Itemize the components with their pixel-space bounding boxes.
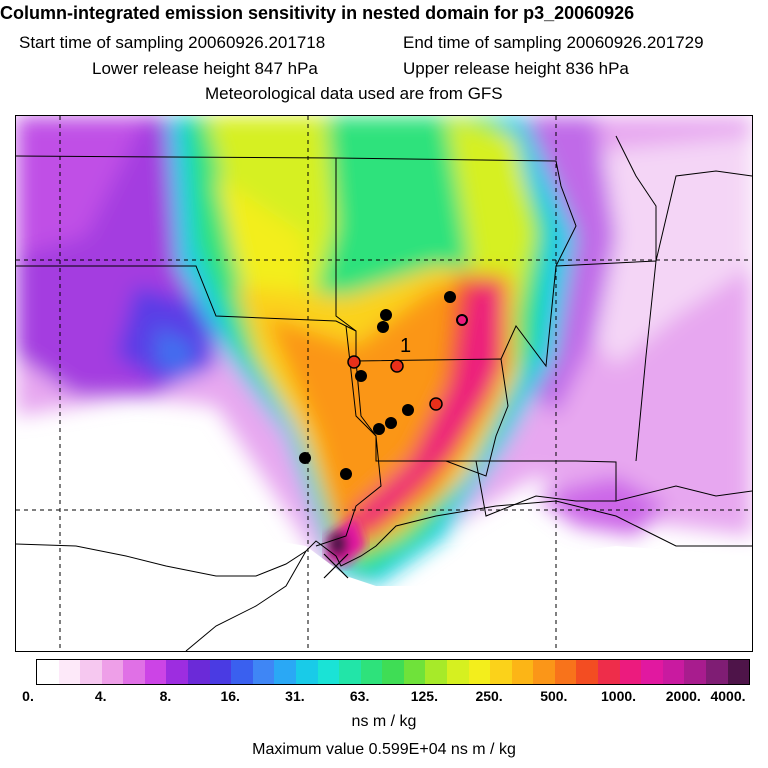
receptor-marker xyxy=(385,417,397,429)
colorbar-tick-label: 8. xyxy=(159,688,172,704)
colorbar-swatch xyxy=(662,660,685,684)
receptor-marker xyxy=(299,452,311,464)
receptor-marker xyxy=(340,468,352,480)
colorbar-swatch xyxy=(382,660,404,684)
colorbar-swatch xyxy=(425,660,447,684)
colorbar-units: ns m / kg xyxy=(351,713,417,730)
colorbar-swatch xyxy=(727,660,750,684)
coastline xyxy=(16,500,752,577)
colorbar-tick-label: 2000. xyxy=(665,688,701,704)
receptor-marker xyxy=(355,370,367,382)
receptor-marker xyxy=(429,397,443,411)
release-label: 1 xyxy=(400,335,411,357)
colorbar-tick-label: 4000. xyxy=(710,688,746,704)
start-time-label: Start time of sampling 20060926.201718 xyxy=(19,33,326,52)
receptor-marker xyxy=(377,321,389,333)
colorbar-tick-label: 16. xyxy=(220,688,240,704)
colorbar-swatch xyxy=(684,660,706,684)
colorbar-tick-label: 63. xyxy=(349,688,370,704)
colorbar-swatch xyxy=(252,660,275,684)
colorbar-tick-label: 31. xyxy=(285,688,305,704)
colorbar-swatch xyxy=(166,660,189,684)
colorbar-swatch xyxy=(295,660,318,684)
colorbar-swatch xyxy=(533,660,555,684)
colorbar-swatch xyxy=(339,660,361,684)
x-marker xyxy=(323,553,349,579)
colorbar-swatch xyxy=(619,660,642,684)
colorbar-swatch xyxy=(80,660,102,684)
end-time-label: End time of sampling 20060926.201729 xyxy=(403,33,704,52)
colorbar-swatch xyxy=(446,660,469,684)
receptor-marker xyxy=(347,355,361,369)
upper-release-label: Upper release height 836 hPa xyxy=(403,59,629,78)
lower-release-label: Lower release height 847 hPa xyxy=(92,59,318,78)
colorbar-swatch xyxy=(231,660,253,684)
colorbar-swatch xyxy=(188,660,210,684)
receptor-marker xyxy=(380,309,392,321)
colorbar-swatch xyxy=(511,660,534,684)
receptor-marker xyxy=(373,423,385,435)
colorbar-swatch xyxy=(274,660,296,684)
plot-title: Column-integrated emission sensitivity i… xyxy=(0,3,635,23)
sensitivity-field xyxy=(16,116,752,586)
receptor-marker xyxy=(456,314,468,326)
receptor-markers xyxy=(299,291,468,480)
colorbar-tick-label: 4. xyxy=(94,688,107,704)
colorbar-swatch xyxy=(576,660,599,684)
colorbar-swatch xyxy=(705,660,728,684)
colorbar-tick-label: 125. xyxy=(410,688,438,704)
colorbar-tick-label: 1000. xyxy=(601,688,637,704)
receptor-marker xyxy=(402,404,414,416)
colorbar-swatch xyxy=(403,660,426,684)
colorbar-swatch xyxy=(490,660,512,684)
colorbar-tick-label: 500. xyxy=(540,688,568,704)
max-value-label: Maximum value 0.599E+04 ns m / kg xyxy=(252,741,516,758)
colorbar-swatch xyxy=(101,660,124,684)
colorbar xyxy=(36,659,750,685)
colorbar-tick-label: 250. xyxy=(475,688,503,704)
colorbar-tick-label: 0. xyxy=(22,688,34,704)
colorbar-swatch xyxy=(317,660,340,684)
colorbar-swatch xyxy=(468,660,491,684)
colorbar-swatch xyxy=(37,660,59,684)
sensitivity-map: 1 xyxy=(15,115,753,652)
colorbar-swatch xyxy=(360,660,383,684)
colorbar-swatch xyxy=(58,660,81,684)
receptor-marker xyxy=(444,291,456,303)
state-borders xyxy=(16,135,752,547)
colorbar-swatch xyxy=(144,660,167,684)
map-canvas: 1 xyxy=(16,116,752,651)
receptor-marker xyxy=(390,359,404,373)
colorbar-swatch xyxy=(123,660,145,684)
colorbar-swatch xyxy=(598,660,620,684)
colorbar-swatch xyxy=(641,660,663,684)
colorbar-swatch xyxy=(209,660,232,684)
met-data-label: Meteorological data used are from GFS xyxy=(205,84,503,103)
colorbar-swatch xyxy=(554,660,577,684)
graticule xyxy=(16,116,752,651)
